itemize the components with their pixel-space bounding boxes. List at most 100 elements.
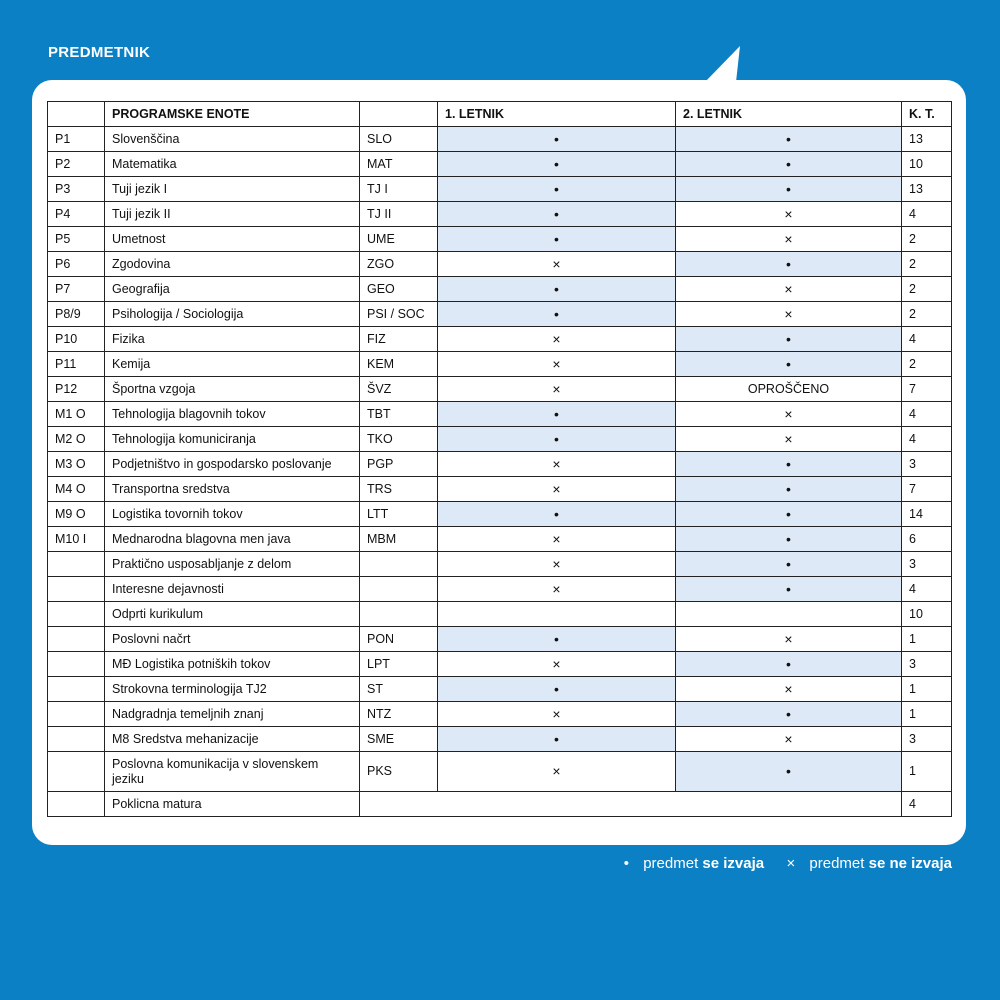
row-code: PSI / SOC [359,301,438,327]
row-id: M1 O [47,401,105,427]
table-row: Strokovna terminologija TJ2 ST • × 1 [47,676,952,702]
row-id: P6 [47,251,105,277]
legend: • predmet se izvaja × predmet se ne izva… [624,855,952,872]
row-name: Nadgradnja temeljnih znanj [104,701,360,727]
letnik2-cross-icon: × [675,401,902,427]
row-name: Umetnost [104,226,360,252]
row-kt: 3 [901,551,952,577]
row-code: PON [359,626,438,652]
table-row: P10 Fizika FIZ × • 4 [47,326,952,352]
row-code: PKS [359,751,438,792]
row-kt: 1 [901,626,952,652]
letnik1-dot-icon: • [437,276,676,302]
row-kt: 6 [901,526,952,552]
row-name: Tuji jezik I [104,176,360,202]
row-code: FIZ [359,326,438,352]
letnik1-cross-icon: × [437,551,676,577]
letnik1-cross-icon: × [437,451,676,477]
row-id: M2 O [47,426,105,452]
legend-x-bold: se ne izvaja [868,855,952,872]
letnik2-dot-icon: • [675,351,902,377]
table-row: M4 O Transportna sredstva TRS × • 7 [47,476,952,502]
table-row: Odprti kurikulum 10 [47,601,952,627]
row-name: Mednarodna blagovna men java [104,526,360,552]
header-programske-enote: PROGRAMSKE ENOTE [104,101,360,127]
letnik1-dot-icon: • [437,201,676,227]
letnik2-dot-icon: • [675,551,902,577]
letnik2-cross-icon: × [675,426,902,452]
row-kt: 3 [901,726,952,752]
row-name: Strokovna terminologija TJ2 [104,676,360,702]
row-id [47,551,105,577]
letnik2-cross-icon: × [675,626,902,652]
row-kt: 1 [901,751,952,792]
row-kt: 3 [901,651,952,677]
row-kt: 7 [901,376,952,402]
row-kt: 1 [901,701,952,727]
row-name: Geografija [104,276,360,302]
row-name: Poslovni načrt [104,626,360,652]
table-row: M10 I Mednarodna blagovna men java MBM × • 6 [47,526,952,552]
row-id: P12 [47,376,105,402]
letnik1-cross-icon: × [437,351,676,377]
table-row: P3 Tuji jezik I TJ I • • 13 [47,176,952,202]
row-id [47,726,105,752]
letnik1-dot-icon: • [437,151,676,177]
row-id: M4 O [47,476,105,502]
legend-dot-text: predmet [643,855,699,872]
table-row: MĐ Logistika potniških tokov LPT × • 3 [47,651,952,677]
table-row: Praktično usposabljanje z delom × • 3 [47,551,952,577]
row-id [47,751,105,792]
row-code [359,551,438,577]
table-row: M8 Sredstva mehanizacije SME • × 3 [47,726,952,752]
letnik2-dot-icon: • [675,251,902,277]
table-row: P2 Matematika MAT • • 10 [47,151,952,177]
letnik2-dot-icon: • [675,651,902,677]
row-code: UME [359,226,438,252]
row-name: Psihologija / Sociologija [104,301,360,327]
row-id: P5 [47,226,105,252]
row-name: Interesne dejavnosti [104,576,360,602]
table-header-row: PROGRAMSKE ENOTE 1. LETNIK 2. LETNIK K. … [47,101,952,127]
header-code [359,101,438,127]
row-code: SME [359,726,438,752]
letnik2-dot-icon: • [675,151,902,177]
table-row: P8/9 Psihologija / Sociologija PSI / SOC • ×… [47,301,952,327]
row-kt: 4 [901,426,952,452]
row-id: M10 I [47,526,105,552]
page-title: PREDMETNIK [48,44,151,61]
row-kt: 1 [901,676,952,702]
letnik2-cross-icon: × [675,201,902,227]
row-name: Logistika tovornih tokov [104,501,360,527]
letnik2-status-cell: OPROŠČENO [675,376,902,402]
legend-dot-bold: se izvaja [702,855,765,872]
row-code: TRS [359,476,438,502]
letnik2-dot-icon: • [675,526,902,552]
row-kt: 7 [901,476,952,502]
row-id [47,676,105,702]
row-code: TKO [359,426,438,452]
table-row: P5 Umetnost UME • × 2 [47,226,952,252]
row-kt: 10 [901,151,952,177]
row-name: Transportna sredstva [104,476,360,502]
row-id: M9 O [47,501,105,527]
row-id [47,701,105,727]
table-row: M1 O Tehnologija blagovnih tokov TBT • × 4 [47,401,952,427]
letnik2-dot-icon: • [675,751,902,792]
table-row: P7 Geografija GEO • × 2 [47,276,952,302]
legend-x-text: predmet [809,855,865,872]
row-id: M3 O [47,451,105,477]
letnik2-cross-icon: × [675,726,902,752]
row-code: ST [359,676,438,702]
row-id: P2 [47,151,105,177]
letnik1-dot-icon: • [437,126,676,152]
letnik1-cross-icon: × [437,376,676,402]
row-kt: 2 [901,301,952,327]
header-1-letnik: 1. LETNIK [437,101,676,127]
row-name: Športna vzgoja [104,376,360,402]
row-name: Tehnologija komuniciranja [104,426,360,452]
letnik1-dot-icon: • [437,226,676,252]
row-id [47,651,105,677]
letnik1-cross-icon: × [437,251,676,277]
letnik2-dot-icon: • [675,576,902,602]
